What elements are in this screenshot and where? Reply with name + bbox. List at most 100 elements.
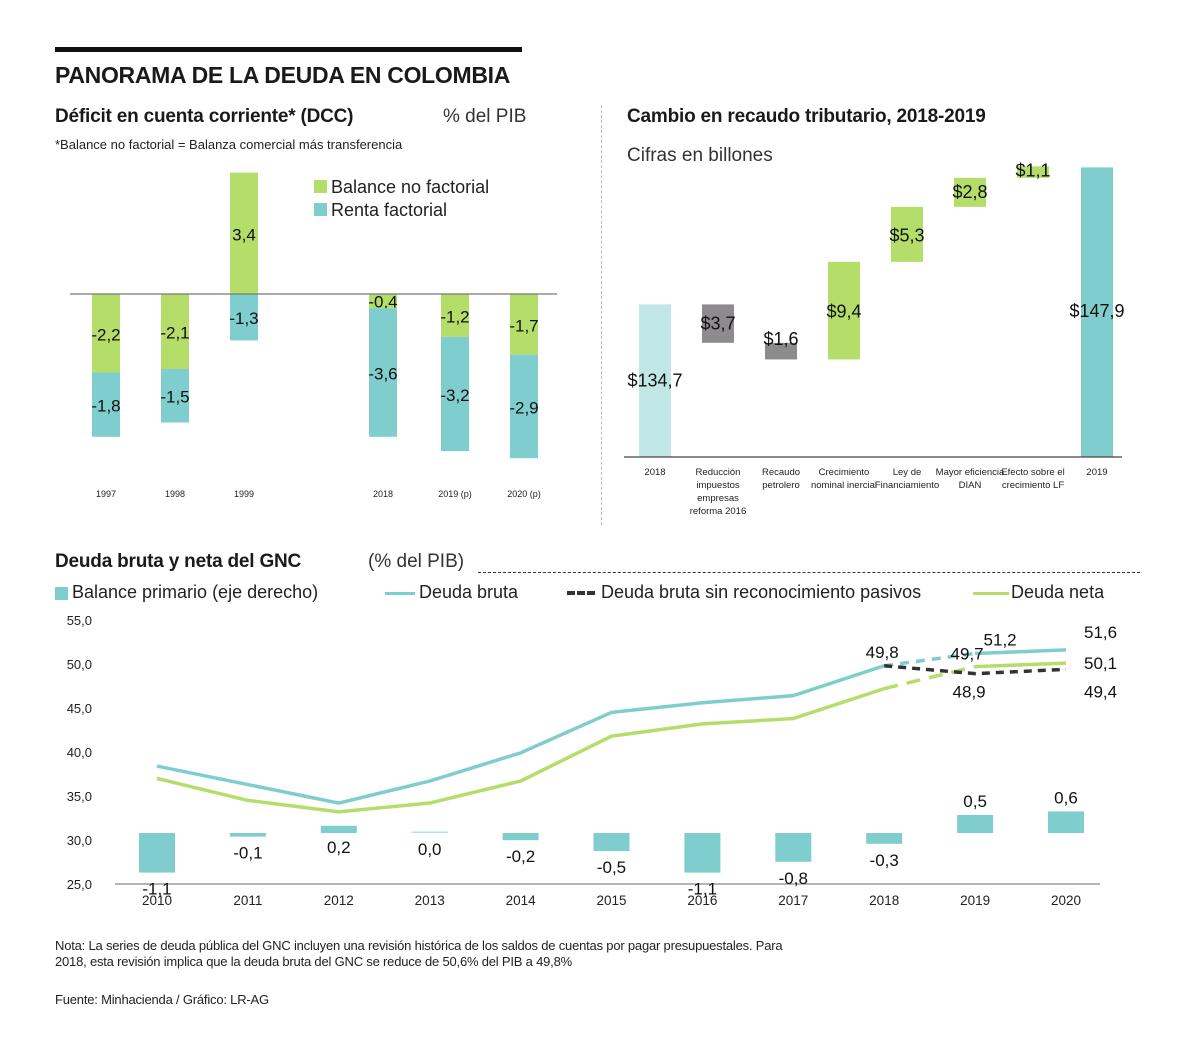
data-label: $9,4 <box>826 302 861 322</box>
x-tick-label: Reducción <box>696 467 741 478</box>
waterfall-bar <box>1017 166 1049 178</box>
line-deuda-neta-projected <box>883 664 976 691</box>
data-label: -2,2 <box>91 325 120 344</box>
x-tick-label: 2013 <box>415 893 445 908</box>
x-tick-label: Financiamiento <box>875 480 939 491</box>
data-label: -3,6 <box>368 365 397 384</box>
bar-segment <box>441 336 469 452</box>
deuda-unit: (% del PIB) <box>368 551 465 572</box>
line-deuda-neta <box>156 686 885 814</box>
waterfall-bar <box>639 304 671 457</box>
x-tick-label: 2010 <box>142 893 172 908</box>
balance-bar <box>866 833 903 844</box>
x-tick-label: 2015 <box>596 893 626 908</box>
balance-bar <box>229 833 266 837</box>
x-tick-label: 2018 <box>373 489 393 499</box>
waterfall-bar <box>891 206 923 262</box>
x-tick-label: impuestos <box>696 480 740 491</box>
x-tick-label: 2012 <box>324 893 354 908</box>
legend-label: Deuda bruta sin reconocimiento pasivos <box>601 582 922 602</box>
balance-label: -1,1 <box>142 880 171 899</box>
balance-label: -0,2 <box>506 847 535 866</box>
deuda-header-rule <box>478 572 1140 573</box>
y-tick-label: 50,0 <box>67 657 92 672</box>
x-tick-label: Efecto sobre el <box>1001 467 1064 478</box>
balance-label: -0,3 <box>870 851 899 870</box>
legend-swatch-icon <box>314 180 327 193</box>
x-tick-label: 2016 <box>687 893 717 908</box>
data-label: $1,1 <box>1015 160 1050 180</box>
data-label: -0,4 <box>368 292 397 311</box>
balance-label: 0,6 <box>1054 788 1078 807</box>
x-tick-label: 2018 <box>644 467 665 478</box>
line-annotation: 50,1 <box>1084 654 1117 673</box>
x-tick-label: nominal inercial <box>811 480 877 491</box>
x-tick-label: Crecimiento <box>819 467 870 478</box>
recaudo-chart: $134,7 2018 $3,7 Reducción impuestos empresas… <box>624 160 1125 517</box>
x-tick-label: reforma 2016 <box>690 506 747 517</box>
data-label: $147,9 <box>1069 301 1124 321</box>
legend-item-deuda-neta: Deuda neta <box>973 582 1104 603</box>
line-annotation: 51,2 <box>984 630 1017 649</box>
x-tick-label: 2018 <box>869 893 899 908</box>
balance-bar <box>957 815 994 833</box>
source-credit: Fuente: Minhacienda / Gráfico: LR-AG <box>55 992 269 1007</box>
legend-swatch-icon <box>314 203 327 216</box>
bar-segment <box>510 294 538 355</box>
legend-line-icon <box>973 591 1009 595</box>
bar-segment <box>230 294 258 341</box>
x-tick-label: crecimiento LF <box>1002 480 1064 491</box>
x-tick-label: Recaudo <box>762 467 800 478</box>
line-deuda-bruta <box>156 664 885 805</box>
balance-label: -0,5 <box>597 858 626 877</box>
line-annotation: 49,8 <box>866 643 899 662</box>
line-annotation: 49,7 <box>951 645 984 664</box>
balance-label: -0,1 <box>233 844 262 863</box>
balance-bar <box>593 833 630 851</box>
bar-segment <box>441 294 469 337</box>
x-tick-label: Mayor eficiencia <box>936 467 1005 478</box>
legend-label: Renta factorial <box>331 200 447 220</box>
x-tick-label: 2017 <box>778 893 808 908</box>
x-tick-label: 2020 <box>1051 893 1081 908</box>
bar-segment <box>369 294 397 309</box>
x-tick-label: petrolero <box>762 480 800 491</box>
legend-label: Deuda neta <box>1011 582 1105 602</box>
waterfall-bar <box>828 261 860 360</box>
data-label: -1,5 <box>160 388 189 407</box>
dcc-subtitle: *Balance no factorial = Balanza comercia… <box>55 137 403 152</box>
data-label: -1,7 <box>509 316 538 335</box>
data-label: 3,4 <box>232 225 256 244</box>
x-tick-label: 2020 (p) <box>507 489 541 499</box>
data-label: -1,2 <box>440 307 469 326</box>
deuda-chart: 55,0 50,0 45,0 40,0 35,0 30,0 25,0 2010 2011 2012… <box>67 613 1117 908</box>
balance-label: 0,2 <box>327 838 351 857</box>
x-tick-label: 2019 <box>1086 467 1107 478</box>
y-tick-label: 40,0 <box>67 745 92 760</box>
data-label: -1,8 <box>91 397 120 416</box>
data-label: $5,3 <box>889 225 924 245</box>
legend-item-deuda-sin: Deuda bruta sin reconocimiento pasivos <box>567 582 921 603</box>
y-tick-label: 25,0 <box>67 877 92 892</box>
line-deuda-sin-reconocimiento <box>884 664 1067 676</box>
x-tick-label: 2019 <box>960 893 990 908</box>
bar-segment <box>369 308 397 437</box>
balance-bar <box>684 833 721 873</box>
legend-label: Balance primario (eje derecho) <box>72 582 319 602</box>
data-label: -2,1 <box>160 323 189 342</box>
y-tick-label: 35,0 <box>67 789 92 804</box>
y-tick-label: 45,0 <box>67 701 92 716</box>
data-label: $3,7 <box>700 313 735 333</box>
line-deuda-bruta-2019-2020 <box>975 648 1067 656</box>
balance-bar <box>1048 811 1084 833</box>
dcc-chart: Balance no factorial Renta factorial -2,2 -… <box>70 172 557 499</box>
data-label: $2,8 <box>952 182 987 202</box>
bar-segment <box>161 368 189 423</box>
x-tick-label: empresas <box>697 493 739 504</box>
x-tick-label: 1998 <box>165 489 185 499</box>
legend-item-balance: Balance primario (eje derecho) <box>55 582 318 602</box>
balance-bar <box>139 833 175 873</box>
balance-label: -1,1 <box>688 880 717 899</box>
top-rule <box>55 47 522 52</box>
bar-segment <box>510 354 538 459</box>
